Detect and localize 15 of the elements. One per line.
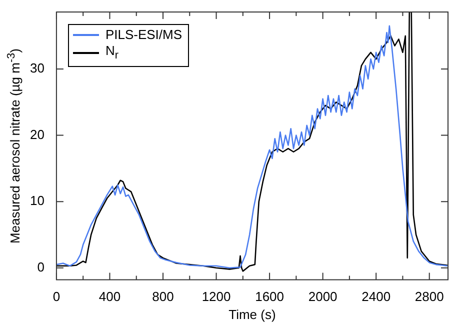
x-tick-label: 2000 <box>308 289 338 304</box>
y-tick-label: 30 <box>30 60 44 76</box>
legend-label: PILS-ESI/MS <box>105 27 182 43</box>
y-tick-label: 10 <box>30 193 44 208</box>
x-tick-label: 2400 <box>362 289 391 304</box>
legend-label: N$_{r}$ <box>105 43 118 64</box>
x-tick-label: 2800 <box>414 289 444 304</box>
y-tick-label: 20 <box>30 126 44 142</box>
y-tick-label: 0 <box>37 259 44 274</box>
x-axis-title: Time (s) <box>228 306 276 322</box>
x-tick-label: 0 <box>52 289 60 304</box>
x-tick-label: 800 <box>152 289 174 304</box>
x-tick-label: 1200 <box>202 289 231 304</box>
x-tick-label: 1600 <box>255 289 284 304</box>
x-tick-label: 400 <box>98 289 121 304</box>
